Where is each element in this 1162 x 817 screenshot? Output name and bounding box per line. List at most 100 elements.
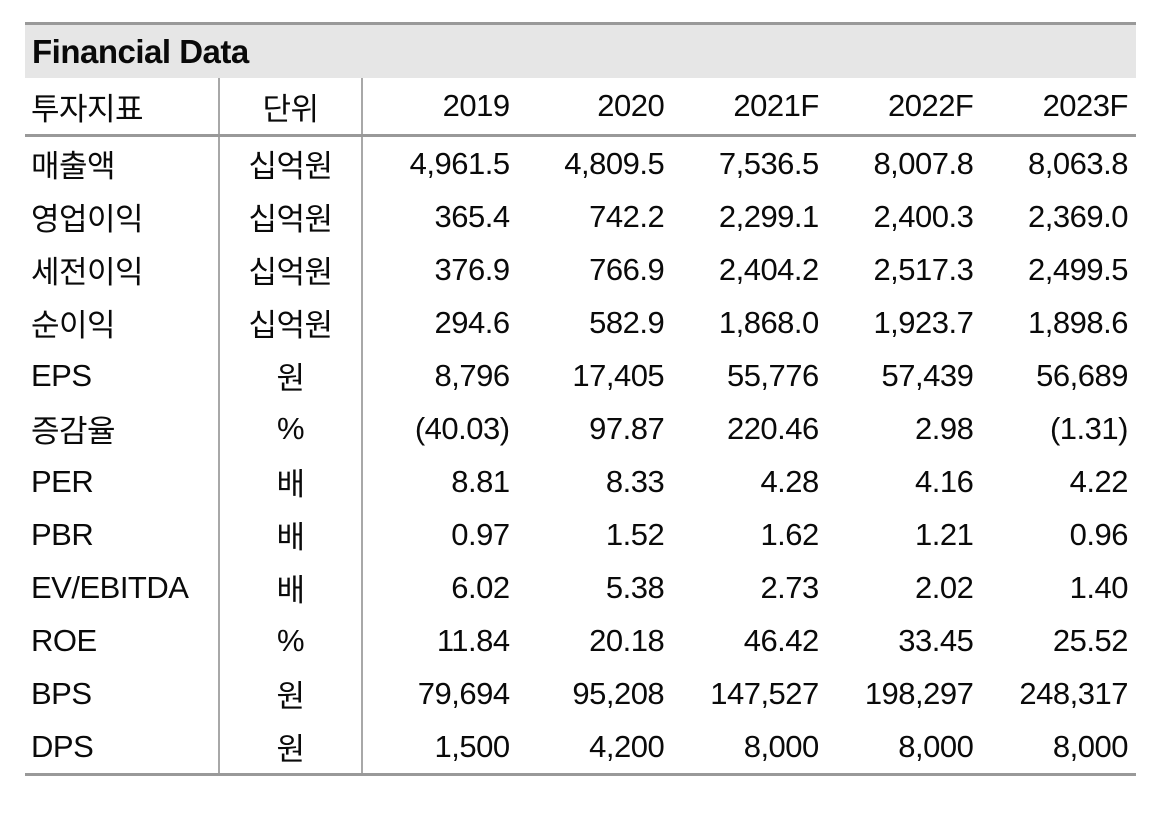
row-value: 1.21	[915, 516, 974, 552]
row-value: 294.6	[434, 304, 511, 340]
header-year: 2022F	[887, 88, 974, 123]
row-value: 79,694	[417, 675, 510, 711]
row-value: 97.87	[589, 410, 665, 446]
row-value: 6.02	[451, 569, 510, 605]
row-value: 8.81	[451, 463, 510, 499]
row-unit: 원	[220, 349, 363, 402]
row-value: 147,527	[710, 675, 819, 711]
row-label: PER	[25, 455, 220, 508]
row-value: 8,000	[898, 728, 974, 764]
row-unit: 십억원	[220, 137, 363, 190]
row-value: 376.9	[434, 251, 511, 287]
row-label: ROE	[25, 614, 220, 667]
row-value: 1,898.6	[1028, 304, 1128, 340]
row-value: 0.96	[1069, 516, 1129, 552]
row-value: 1,923.7	[873, 304, 974, 340]
table-row: 세전이익 십억원 376.9 766.9 2,404.2 2,517.3 2,499.5	[25, 243, 1136, 296]
row-value: 1,500	[434, 728, 511, 764]
row-value: 742.2	[589, 198, 665, 234]
table-row: DPS 원 1,500 4,200 8,000 8,000 8,000	[25, 720, 1136, 773]
row-value: (40.03)	[414, 410, 510, 446]
table-header-row: 투자지표 단위 2019 2020 2021F 2022F 2023F	[25, 78, 1136, 137]
row-value: 4,200	[589, 728, 665, 764]
row-value: 766.9	[589, 251, 665, 287]
header-year: 2019	[442, 88, 510, 123]
row-label: EV/EBITDA	[25, 561, 220, 614]
table-row: ROE% 11.84 20.18 46.42 33.45 25.52	[25, 614, 1136, 667]
row-value: 8,796	[434, 357, 511, 393]
header-indicator: 투자지표	[25, 78, 220, 134]
header-year: 2023F	[1042, 88, 1129, 123]
row-value: 4.28	[760, 463, 819, 499]
row-unit: 배	[220, 561, 363, 614]
table-row: 순이익 십억원 294.6 582.9 1,868.0 1,923.7 1,898.6	[25, 296, 1136, 349]
row-value: 2.02	[915, 569, 974, 605]
row-value: 2.73	[760, 569, 819, 605]
row-value: 582.9	[589, 304, 665, 340]
row-value: 95,208	[572, 675, 665, 711]
header-year: 2021F	[733, 88, 819, 123]
table-row: PBR 배 0.97 1.52 1.62 1.21 0.96	[25, 508, 1136, 561]
row-value: 198,297	[864, 675, 974, 711]
row-value: 57,439	[881, 357, 974, 393]
row-value: 8,000	[1052, 728, 1129, 764]
row-value: 33.45	[898, 622, 974, 658]
row-value: 2,404.2	[718, 251, 819, 287]
table-body: 매출액 십억원 4,961.5 4,809.5 7,536.5 8,007.8 8,063.…	[25, 137, 1136, 776]
row-value: 2,400.3	[873, 198, 974, 234]
row-value: 365.4	[434, 198, 511, 234]
header-year: 2020	[597, 88, 665, 123]
row-label: 증감율	[25, 402, 220, 455]
row-unit: 십억원	[220, 243, 363, 296]
row-value: 0.97	[451, 516, 510, 552]
table-row: 매출액 십억원 4,961.5 4,809.5 7,536.5 8,007.8 8,063.…	[25, 137, 1136, 190]
row-value: 5.38	[605, 569, 665, 605]
row-value: 25.52	[1052, 622, 1129, 658]
table-row: 증감율% (40.03) 97.87 220.46 2.98 (1.31)	[25, 402, 1136, 455]
row-value: 2,299.1	[718, 198, 819, 234]
row-label: DPS	[25, 720, 220, 773]
row-label: 영업이익	[25, 190, 220, 243]
row-value: 1,868.0	[718, 304, 819, 340]
header-unit: 단위	[220, 78, 363, 134]
row-value: 8,007.8	[873, 145, 974, 181]
row-label: PBR	[25, 508, 220, 561]
row-value: 2,517.3	[873, 251, 974, 287]
row-value: 8,063.8	[1028, 145, 1128, 181]
row-unit: %	[220, 614, 363, 667]
row-unit: 십억원	[220, 296, 363, 349]
table-title-bar: Financial Data	[25, 25, 1136, 78]
row-value: 55,776	[726, 357, 819, 393]
row-unit: 원	[220, 667, 363, 720]
row-value: 248,317	[1019, 675, 1128, 711]
row-value: 46.42	[743, 622, 820, 658]
row-label: 순이익	[25, 296, 220, 349]
row-unit: 원	[220, 720, 363, 773]
row-unit: 배	[220, 455, 363, 508]
table-row: PER 배 8.81 8.33 4.28 4.16 4.22	[25, 455, 1136, 508]
table-row: BPS 원 79,694 95,208 147,527 198,297 248,317	[25, 667, 1136, 720]
row-value: 17,405	[572, 357, 665, 393]
row-unit: 배	[220, 508, 363, 561]
row-value: 1.52	[605, 516, 665, 552]
row-value: 2,369.0	[1028, 198, 1128, 234]
row-label: EPS	[25, 349, 220, 402]
row-value: 2.98	[915, 410, 974, 446]
row-value: 4.22	[1069, 463, 1129, 499]
row-value: 1.62	[760, 516, 819, 552]
row-unit: %	[220, 402, 363, 455]
row-value: 8,000	[743, 728, 820, 764]
row-value: 20.18	[589, 622, 665, 658]
row-value: 7,536.5	[718, 145, 819, 181]
row-label: 세전이익	[25, 243, 220, 296]
row-value: 4,809.5	[564, 145, 665, 181]
row-label: BPS	[25, 667, 220, 720]
row-value: 4.16	[915, 463, 974, 499]
row-value: 1.40	[1069, 569, 1129, 605]
table-row: EPS 원 8,796 17,405 55,776 57,439 56,689	[25, 349, 1136, 402]
row-label: 매출액	[25, 137, 220, 190]
row-value: (1.31)	[1049, 410, 1128, 446]
row-value: 220.46	[726, 410, 819, 446]
row-value: 11.84	[436, 622, 510, 658]
